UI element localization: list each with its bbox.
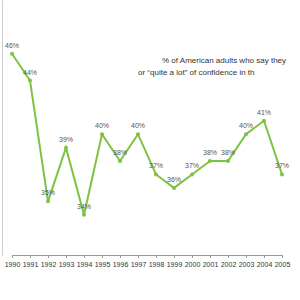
- x-tick: 1993: [59, 255, 75, 268]
- x-tick: 2002: [221, 255, 237, 268]
- x-tick: 1998: [149, 255, 165, 268]
- x-tick-label: 2000: [185, 261, 201, 268]
- data-label: 37%: [275, 162, 289, 169]
- data-label: 37%: [149, 162, 163, 169]
- x-axis-line: [13, 255, 283, 256]
- x-tick-label: 1990: [5, 261, 21, 268]
- data-label: 39%: [59, 136, 73, 143]
- x-tick-label: 1993: [59, 261, 75, 268]
- x-tick: 1996: [113, 255, 129, 268]
- subtitle: or “quite a lot” of confidence in th: [138, 68, 255, 77]
- x-tick-mark: [174, 255, 175, 258]
- plot-area: [10, 52, 284, 217]
- x-tick: 1994: [77, 255, 93, 268]
- x-tick-label: 1998: [149, 261, 165, 268]
- line: [12, 54, 282, 215]
- x-tick-label: 2003: [239, 261, 255, 268]
- point: [190, 172, 194, 176]
- data-label: 44%: [23, 69, 37, 76]
- x-tick: 2004: [257, 255, 273, 268]
- point: [118, 159, 122, 163]
- x-tick-mark: [264, 255, 265, 258]
- title: % of American adults who say they: [162, 56, 286, 65]
- x-tick-label: 1992: [41, 261, 57, 268]
- x-tick-label: 1991: [23, 261, 39, 268]
- x-tick-mark: [192, 255, 193, 258]
- point: [172, 186, 176, 190]
- x-tick-label: 2004: [257, 261, 273, 268]
- x-tick: 2001: [203, 255, 219, 268]
- data-label: 37%: [185, 162, 199, 169]
- point: [64, 146, 68, 150]
- x-tick-mark: [138, 255, 139, 258]
- x-tick-label: 2005: [275, 261, 291, 268]
- x-tick-label: 1995: [95, 261, 111, 268]
- data-label: 38%: [221, 149, 235, 156]
- data-label: 40%: [239, 122, 253, 129]
- x-tick-mark: [120, 255, 121, 258]
- data-label: 40%: [95, 122, 109, 129]
- data-label: 38%: [113, 149, 127, 156]
- y-axis: [2, 1, 3, 256]
- x-tick-label: 2002: [221, 261, 237, 268]
- x-tick-label: 2001: [203, 261, 219, 268]
- x-tick: 2003: [239, 255, 255, 268]
- data-label: 40%: [131, 122, 145, 129]
- chart: 1990199119921993199419951996199719981999…: [0, 0, 300, 300]
- point: [244, 132, 248, 136]
- data-label: 38%: [203, 149, 217, 156]
- x-tick: 1997: [131, 255, 147, 268]
- x-tick-mark: [228, 255, 229, 258]
- x-tick-mark: [246, 255, 247, 258]
- x-tick-mark: [210, 255, 211, 258]
- data-label: 41%: [257, 109, 271, 116]
- y-axis-line: [2, 1, 3, 256]
- data-labels: 46% 44% 35% 39% 34% 40% 38% 40% 37% 36% 37% 38% 38% 4…: [5, 42, 289, 210]
- data-label: 36%: [167, 176, 181, 183]
- x-tick-label: 1997: [131, 261, 147, 268]
- x-tick: 1999: [167, 255, 183, 268]
- x-tick-mark: [84, 255, 85, 258]
- data-label: 35%: [41, 189, 55, 196]
- x-tick: 2000: [185, 255, 201, 268]
- x-tick-label: 1994: [77, 261, 93, 268]
- x-tick: 1992: [41, 255, 57, 268]
- point: [100, 132, 104, 136]
- point: [262, 119, 266, 123]
- x-tick-mark: [30, 255, 31, 258]
- point: [208, 159, 212, 163]
- x-tick: 1990: [5, 255, 21, 268]
- x-tick: 1995: [95, 255, 111, 268]
- point: [10, 52, 14, 56]
- point: [154, 172, 158, 176]
- point: [82, 213, 86, 217]
- x-tick-mark: [48, 255, 49, 258]
- x-tick: 2005: [275, 255, 291, 268]
- point: [46, 199, 50, 203]
- x-tick-mark: [12, 255, 13, 258]
- x-axis: 1990199119921993199419951996199719981999…: [5, 255, 291, 268]
- point: [136, 132, 140, 136]
- x-tick-label: 1996: [113, 261, 129, 268]
- x-tick-mark: [156, 255, 157, 258]
- data-label: 34%: [77, 203, 91, 210]
- point: [280, 172, 284, 176]
- x-tick-mark: [66, 255, 67, 258]
- point: [226, 159, 230, 163]
- x-tick: 1991: [23, 255, 39, 268]
- data-label: 46%: [5, 42, 19, 49]
- x-tick-label: 1999: [167, 261, 183, 268]
- x-tick-mark: [282, 255, 283, 258]
- point: [28, 79, 32, 83]
- x-tick-mark: [102, 255, 103, 258]
